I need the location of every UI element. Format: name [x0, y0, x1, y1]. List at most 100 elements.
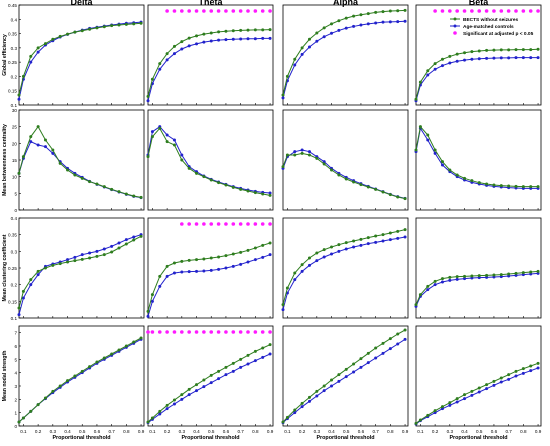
- controls-point: [300, 405, 304, 409]
- significance-marker: [260, 9, 265, 13]
- significance-marker: [506, 9, 511, 13]
- controls-point: [110, 244, 114, 248]
- significance-marker: [268, 330, 272, 334]
- bects-point: [36, 269, 40, 273]
- bects-point: [95, 182, 99, 186]
- controls-point: [529, 56, 533, 60]
- controls-point: [337, 28, 341, 32]
- controls-point: [529, 369, 533, 373]
- significance-marker: [187, 9, 191, 13]
- bects-point: [246, 189, 250, 193]
- significance-marker: [146, 330, 150, 334]
- controls-point: [492, 383, 496, 387]
- bects-point: [146, 94, 150, 98]
- bects-point: [17, 93, 21, 97]
- controls-point: [172, 402, 176, 406]
- bects-point: [315, 251, 319, 255]
- bects-point: [514, 48, 518, 52]
- y-tick-label: 30: [12, 108, 18, 113]
- bects-point: [261, 243, 265, 247]
- bects-point: [344, 241, 348, 245]
- bects-point: [132, 194, 136, 198]
- legend-swatch-marker: [453, 17, 457, 21]
- bects-point: [246, 28, 250, 32]
- x-tick-label: 0.4: [64, 429, 71, 434]
- controls-point: [337, 379, 341, 383]
- bects-point: [374, 234, 378, 238]
- panel-title: Theta: [198, 0, 223, 7]
- controls-point: [209, 268, 213, 272]
- controls-point: [374, 21, 378, 25]
- bects-point: [268, 241, 272, 245]
- bects-point: [499, 376, 503, 380]
- significance-marker: [194, 222, 199, 226]
- bects-point: [300, 401, 304, 405]
- controls-point: [492, 56, 496, 60]
- bects-point: [110, 24, 114, 28]
- bects-point: [165, 264, 169, 268]
- controls-point: [381, 239, 385, 243]
- controls-point: [374, 356, 378, 360]
- controls-point: [433, 67, 437, 71]
- controls-point: [36, 273, 40, 277]
- controls-point: [455, 59, 459, 63]
- y-tick-label: 15: [12, 158, 18, 163]
- bects-point: [209, 31, 213, 35]
- controls-point: [217, 267, 221, 271]
- controls-point: [300, 148, 304, 152]
- significance-marker: [268, 9, 272, 13]
- x-tick-label: 0.6: [94, 429, 101, 434]
- bects-point: [426, 133, 430, 137]
- bects-point: [374, 10, 378, 14]
- bects-point: [58, 34, 62, 38]
- x-tick-label: 0.7: [505, 429, 512, 434]
- bects-point: [117, 348, 121, 352]
- bects-point: [73, 30, 77, 34]
- bects-point: [139, 195, 143, 199]
- bects-point: [80, 369, 84, 373]
- bects-point: [433, 279, 437, 283]
- bects-point: [293, 153, 297, 157]
- significance-marker: [202, 222, 206, 226]
- x-tick-label: 0.9: [402, 429, 409, 434]
- bects-point: [132, 22, 136, 26]
- x-tick-label: 0.5: [79, 429, 86, 434]
- panel-title: Delta: [70, 0, 93, 7]
- controls-point: [344, 375, 348, 379]
- bects-point: [246, 248, 250, 252]
- bects-point: [146, 309, 150, 313]
- panel-frame: [415, 4, 542, 106]
- bects-point: [470, 274, 474, 278]
- bects-point: [477, 274, 481, 278]
- controls-point: [300, 269, 304, 273]
- bects-point: [261, 28, 265, 32]
- bects-point: [281, 93, 285, 97]
- y-tick-label: 20: [12, 141, 18, 146]
- y-axis-label: Global efficiency: [2, 34, 8, 76]
- controls-point: [187, 44, 191, 48]
- controls-point: [231, 369, 235, 373]
- controls-point: [158, 67, 162, 71]
- legend-label: BECTS without seizures: [463, 17, 519, 23]
- x-tick-label: 0.1: [149, 429, 156, 434]
- x-tick-label: 0.9: [138, 429, 145, 434]
- bects-point: [281, 420, 285, 424]
- significance-marker: [528, 9, 533, 13]
- controls-point: [43, 145, 47, 149]
- bects-point: [315, 156, 319, 160]
- bects-point: [344, 177, 348, 181]
- bects-point: [102, 25, 106, 29]
- bects-point: [307, 153, 311, 157]
- controls-point: [293, 278, 297, 282]
- bects-point: [477, 386, 481, 390]
- bects-point: [95, 26, 99, 30]
- panel-frame: [18, 325, 145, 427]
- controls-point: [396, 236, 400, 240]
- bects-point: [88, 365, 92, 369]
- controls-point: [521, 56, 525, 60]
- significance-marker: [499, 9, 504, 13]
- bects-point: [470, 389, 474, 393]
- controls-point: [150, 299, 154, 303]
- controls-point: [66, 258, 70, 262]
- bects-point: [102, 253, 106, 257]
